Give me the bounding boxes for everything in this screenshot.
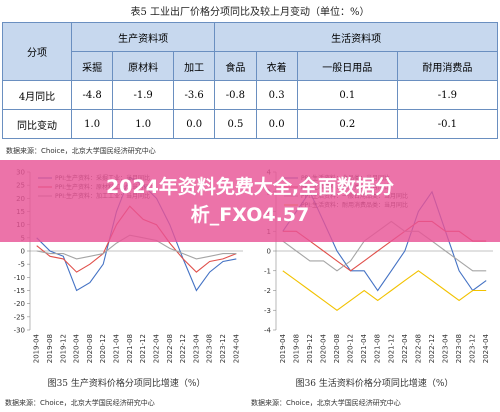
y-tick-label: -15 bbox=[14, 287, 25, 295]
x-tick-label: 2023-12 bbox=[469, 334, 477, 363]
x-tick-label: 2020-08 bbox=[86, 334, 94, 363]
banner-text: 2024年资料免费大全,全面数据分析_FXO4.57 bbox=[105, 176, 395, 226]
y-tick-label: -5 bbox=[18, 261, 25, 269]
series-line bbox=[282, 270, 487, 311]
x-tick-label: 2021-08 bbox=[126, 334, 134, 363]
x-tick-label: 2019-08 bbox=[292, 334, 300, 363]
subheader-cell: 原材料 bbox=[112, 51, 175, 81]
row-label: 同比变动 bbox=[2, 109, 72, 139]
chart-caption: 图36 生活资料价格分项同比增速（%） bbox=[296, 377, 454, 389]
x-tick-label: 2021-08 bbox=[374, 334, 382, 363]
x-tick-label: 2022-08 bbox=[414, 334, 422, 363]
x-tick-label: 2023-04 bbox=[192, 333, 200, 363]
table-title: 表5 工业出厂价格分项同比及较上月变动（单位：%） bbox=[130, 7, 370, 18]
chart-source: 数据来源：Choice，北京大学国民经济研究中心 bbox=[251, 398, 401, 407]
cell: 1.0 bbox=[112, 109, 175, 139]
y-tick-label: -30 bbox=[14, 327, 25, 335]
x-tick-label: 2020-08 bbox=[333, 334, 341, 363]
x-tick-label: 2020-04 bbox=[73, 333, 81, 363]
x-tick-label: 2022-04 bbox=[152, 333, 160, 363]
x-tick-label: 2023-04 bbox=[442, 333, 450, 363]
cell: 0.2 bbox=[296, 109, 398, 139]
x-tick-label: 2023-08 bbox=[455, 334, 463, 363]
banner: 2024年资料免费大全,全面数据分析_FXO4.57 bbox=[0, 160, 500, 242]
source: 数据来源：Choice，北京大学国民经济研究中心 bbox=[6, 147, 156, 155]
x-tick-label: 2019-04 bbox=[33, 333, 41, 363]
subheader-cell: 采掘 bbox=[70, 51, 114, 81]
subheader-cell: 一般日用品 bbox=[296, 51, 398, 81]
x-tick-label: 2021-12 bbox=[387, 334, 395, 363]
y-tick-label: -20 bbox=[14, 300, 25, 308]
chart-source: 数据来源：Choice，北京大学国民经济研究中心 bbox=[5, 398, 155, 407]
header-cell: 生产资料项 bbox=[70, 22, 216, 52]
x-tick-label: 2022-12 bbox=[179, 334, 187, 363]
table: 分项 生产资料项 生活资料项 采掘 原材料 加工 食品 衣着 一般日用品 耐用消费品 4月同… bbox=[2, 22, 499, 139]
y-tick-label: -10 bbox=[14, 274, 25, 282]
x-tick-label: 2024-04 bbox=[232, 333, 240, 363]
header-cell: 分项 bbox=[2, 22, 72, 81]
x-tick-label: 2024-04 bbox=[482, 333, 490, 363]
x-tick-label: 2021-12 bbox=[139, 334, 147, 363]
cell: 0.0 bbox=[173, 109, 216, 139]
x-tick-label: 2020-12 bbox=[347, 334, 355, 363]
subheader-cell: 衣着 bbox=[255, 51, 298, 81]
chart-caption: 图35 生产资料价格分项同比增速（%） bbox=[48, 377, 206, 389]
cell: 1.0 bbox=[70, 109, 114, 139]
x-tick-label: 2019-04 bbox=[279, 333, 287, 363]
x-tick-label: 2022-12 bbox=[428, 334, 436, 363]
x-tick-label: 2022-04 bbox=[401, 333, 409, 363]
y-tick-label: -3 bbox=[264, 307, 271, 315]
y-tick-label: 0 bbox=[21, 248, 25, 256]
cell: -0.1 bbox=[396, 109, 499, 139]
x-tick-label: 2020-04 bbox=[319, 333, 327, 363]
x-tick-label: 2023-12 bbox=[219, 334, 227, 363]
y-tick-label: 0 bbox=[267, 248, 271, 256]
y-tick-label: -25 bbox=[14, 313, 25, 321]
x-tick-label: 2021-04 bbox=[360, 333, 368, 363]
x-tick-label: 2019-12 bbox=[306, 334, 314, 363]
x-tick-label: 2022-08 bbox=[166, 334, 174, 363]
y-tick-label: -2 bbox=[264, 287, 271, 295]
x-tick-label: 2023-08 bbox=[206, 334, 214, 363]
subheader-cell: 食品 bbox=[214, 51, 257, 81]
cell: -4.8 bbox=[70, 80, 114, 110]
y-tick-label: -1 bbox=[264, 267, 271, 275]
x-tick-label: 2021-04 bbox=[113, 333, 121, 363]
x-tick-label: 2019-08 bbox=[46, 334, 54, 363]
x-tick-label: 2020-12 bbox=[99, 334, 107, 363]
y-tick-label: -4 bbox=[264, 327, 272, 335]
x-tick-label: 2019-12 bbox=[59, 334, 67, 363]
cell: 0.0 bbox=[255, 109, 298, 139]
cell: -3.6 bbox=[173, 80, 216, 110]
